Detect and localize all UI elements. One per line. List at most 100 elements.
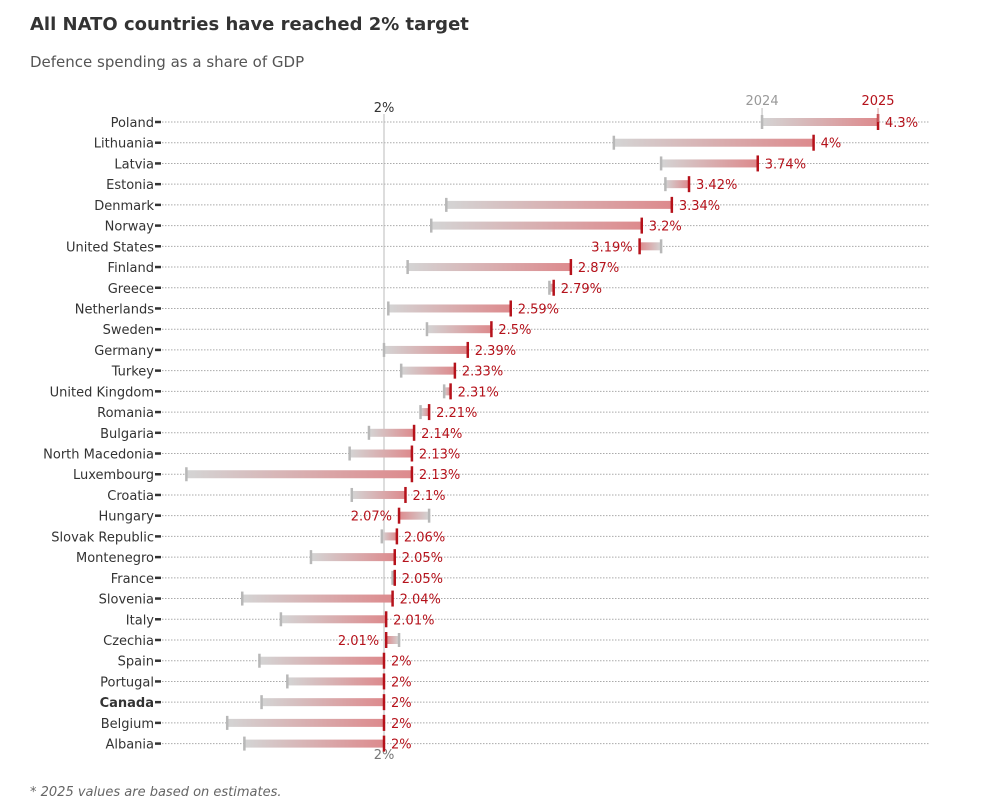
country-label: Sweden xyxy=(103,323,154,338)
dumbbell-bar xyxy=(310,553,395,562)
dumbbell-bar xyxy=(244,739,384,748)
country-label: Albania xyxy=(105,738,154,753)
chart-subtitle: Defence spending as a share of GDP xyxy=(30,53,305,71)
value-label: 2.13% xyxy=(419,448,460,463)
country-label: Montenegro xyxy=(76,551,154,566)
dumbbell-bar xyxy=(426,325,492,334)
dumbbell-bar xyxy=(420,408,430,417)
country-label: Finland xyxy=(108,261,154,276)
dumbbell-bar xyxy=(384,345,468,354)
dumbbell-bar xyxy=(388,304,511,313)
value-label: 2.04% xyxy=(400,593,441,608)
value-label: 2.01% xyxy=(338,634,379,649)
country-label: Netherlands xyxy=(75,302,154,317)
dumbbell-bar xyxy=(446,200,672,209)
dumbbell-bar xyxy=(349,449,412,458)
dumbbell-bar xyxy=(186,470,412,479)
value-label: 2% xyxy=(391,696,412,711)
value-label: 2.5% xyxy=(498,323,531,338)
country-label: Czechia xyxy=(103,634,154,649)
country-label: Hungary xyxy=(98,510,154,525)
dumbbell-bar xyxy=(287,677,384,686)
dumbbell-bar xyxy=(399,511,430,520)
dumbbell-bar xyxy=(639,242,662,251)
country-label: Greece xyxy=(108,282,154,297)
country-label: Italy xyxy=(126,613,155,628)
value-label: 4% xyxy=(821,137,842,152)
value-label: 2% xyxy=(391,675,412,690)
country-label: Latvia xyxy=(114,157,154,172)
value-label: 2.07% xyxy=(351,510,392,525)
country-label: Poland xyxy=(111,116,154,131)
country-label: Slovak Republic xyxy=(51,530,154,545)
country-label: Bulgaria xyxy=(100,427,154,442)
dumbbell-bar xyxy=(661,159,758,168)
country-label: Norway xyxy=(105,220,155,235)
dumbbell-bar xyxy=(613,138,814,147)
value-label: 2.1% xyxy=(412,489,445,504)
country-label: Croatia xyxy=(107,489,154,504)
value-label: 2.39% xyxy=(475,344,516,359)
value-label: 2.06% xyxy=(404,530,445,545)
country-label: United Kingdom xyxy=(50,385,154,400)
value-label: 2% xyxy=(391,655,412,670)
footnote: * 2025 values are based on estimates. xyxy=(30,785,282,800)
value-label: 3.2% xyxy=(649,220,682,235)
dumbbell-bar xyxy=(549,283,554,292)
value-label: 2% xyxy=(391,717,412,732)
dumbbell-bar xyxy=(386,636,400,644)
country-label: Germany xyxy=(94,344,154,359)
value-label: 2.79% xyxy=(561,282,602,297)
value-label: 4.3% xyxy=(885,116,918,131)
country-label: Canada xyxy=(100,696,154,711)
dumbbell-bar xyxy=(762,118,879,126)
country-label: France xyxy=(111,572,154,587)
dumbbell-bar xyxy=(351,490,406,499)
reference-label-top: 2% xyxy=(374,101,395,116)
country-label: Spain xyxy=(118,655,154,670)
dumbbell-bar xyxy=(368,428,415,437)
country-label: United States xyxy=(66,240,154,255)
value-label: 2.59% xyxy=(518,302,559,317)
value-label: 3.42% xyxy=(696,178,737,193)
dumbbell-bar xyxy=(665,180,690,189)
value-label: 2.31% xyxy=(458,385,499,400)
value-label: 2.01% xyxy=(393,613,434,628)
value-label: 2.14% xyxy=(421,427,462,442)
country-label: Portugal xyxy=(100,675,154,690)
dumbbell-bar xyxy=(381,532,397,541)
country-label: Estonia xyxy=(106,178,154,193)
country-label: Denmark xyxy=(94,199,154,214)
dumbbell-bar xyxy=(259,656,384,665)
dumbbell-bar xyxy=(401,366,455,375)
country-label: North Macedonia xyxy=(43,448,154,463)
country-label: Belgium xyxy=(101,717,154,732)
value-label: 2.05% xyxy=(402,551,443,566)
country-label: Luxembourg xyxy=(73,468,154,483)
dumbbell-bar xyxy=(261,698,384,707)
value-label: 3.34% xyxy=(679,199,720,214)
value-label: 2.13% xyxy=(419,468,460,483)
value-label: 2.05% xyxy=(402,572,443,587)
country-label: Lithuania xyxy=(94,137,154,152)
country-label: Romania xyxy=(97,406,154,421)
value-label: 2% xyxy=(391,738,412,753)
dumbbell-bar xyxy=(227,718,384,727)
legend-2024: 2024 xyxy=(746,94,779,109)
dumbbell-bar xyxy=(242,594,393,603)
legend-2025: 2025 xyxy=(861,94,894,109)
dumbbell-bar xyxy=(407,263,571,272)
dumbbell-bar xyxy=(280,615,387,624)
dumbbell-bar xyxy=(444,387,451,396)
country-label: Turkey xyxy=(111,365,155,380)
value-label: 2.87% xyxy=(578,261,619,276)
value-label: 3.74% xyxy=(765,157,806,172)
reference-label-bottom: 2% xyxy=(374,748,395,763)
dumbbell-bar xyxy=(431,221,642,230)
value-label: 2.33% xyxy=(462,365,503,380)
value-label: 3.19% xyxy=(591,240,632,255)
value-label: 2.21% xyxy=(436,406,477,421)
chart-title: All NATO countries have reached 2% targe… xyxy=(30,14,469,35)
